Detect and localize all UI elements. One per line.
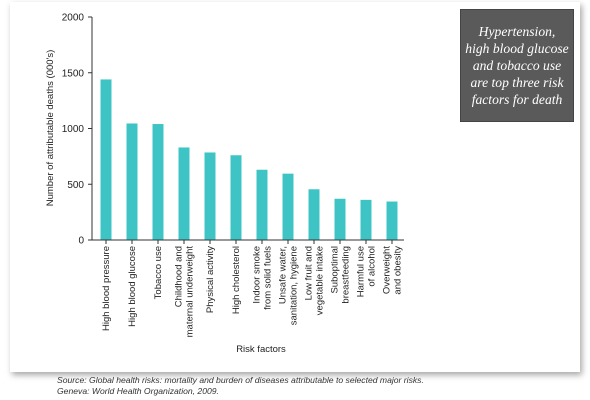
y-tick-label: 1000 (62, 124, 85, 135)
x-tick-label: Harmful use (356, 246, 367, 297)
x-tick-label: Suboptimal (330, 246, 341, 294)
y-axis-title: Number of attributable deaths (000's) (45, 50, 56, 207)
x-tick-label: breastfeeding (341, 246, 352, 304)
y-tick-label: 500 (67, 180, 84, 191)
y-tick-label: 2000 (62, 13, 85, 24)
bars (100, 79, 398, 240)
bar (230, 155, 242, 240)
x-tick-label: from solid fuels (263, 246, 274, 310)
y-tick-label: 0 (78, 236, 84, 247)
bar (386, 201, 398, 240)
callout-text: Hypertension, high blood glucose and tob… (465, 24, 569, 107)
x-tick-label: High blood pressure (101, 246, 112, 331)
bar (282, 173, 294, 240)
source-note: Source: Global health risks: mortality a… (57, 375, 424, 397)
source-line-1: Source: Global health risks: mortality a… (57, 375, 424, 385)
bar (360, 199, 372, 240)
x-tick-label: vegetable intake (315, 246, 326, 315)
source-line-2: Geneva: World Health Organization, 2009. (57, 386, 219, 396)
bar (256, 169, 268, 240)
x-axis-title: Risk factors (236, 344, 286, 355)
bar (152, 124, 164, 240)
x-tick-label: Tobacco use (153, 246, 164, 299)
x-tick-label: Childhood and (174, 246, 185, 307)
x-tick-label: High blood glucose (127, 246, 138, 327)
x-tick-label: Physical activity (205, 246, 216, 313)
callout-box: Hypertension, high blood glucose and tob… (460, 9, 574, 122)
x-tick-label: sanitation, hygiene (289, 246, 300, 325)
x-tick-label: Overweight (382, 246, 393, 294)
bar (100, 79, 112, 240)
x-tick-label: of alcohol (367, 246, 378, 287)
x-tick-label: Low fruit and (304, 246, 315, 300)
y-tick-label: 1500 (62, 68, 85, 79)
x-tick-label: maternal underweight (185, 246, 196, 338)
x-tick-label: Unsafe water, (278, 246, 289, 304)
x-tick-label: and obesity (393, 246, 404, 295)
x-axis: High blood pressure High blood glucose Tob… (92, 239, 404, 338)
y-axis: 0 500 1000 1500 2000 (62, 13, 93, 247)
bar (308, 189, 320, 240)
x-tick-label: Indoor smoke (252, 246, 263, 304)
bar (204, 152, 216, 240)
bar (178, 147, 190, 240)
bar (126, 123, 138, 240)
bar (334, 198, 346, 240)
x-tick-label: High cholesterol (231, 246, 242, 314)
